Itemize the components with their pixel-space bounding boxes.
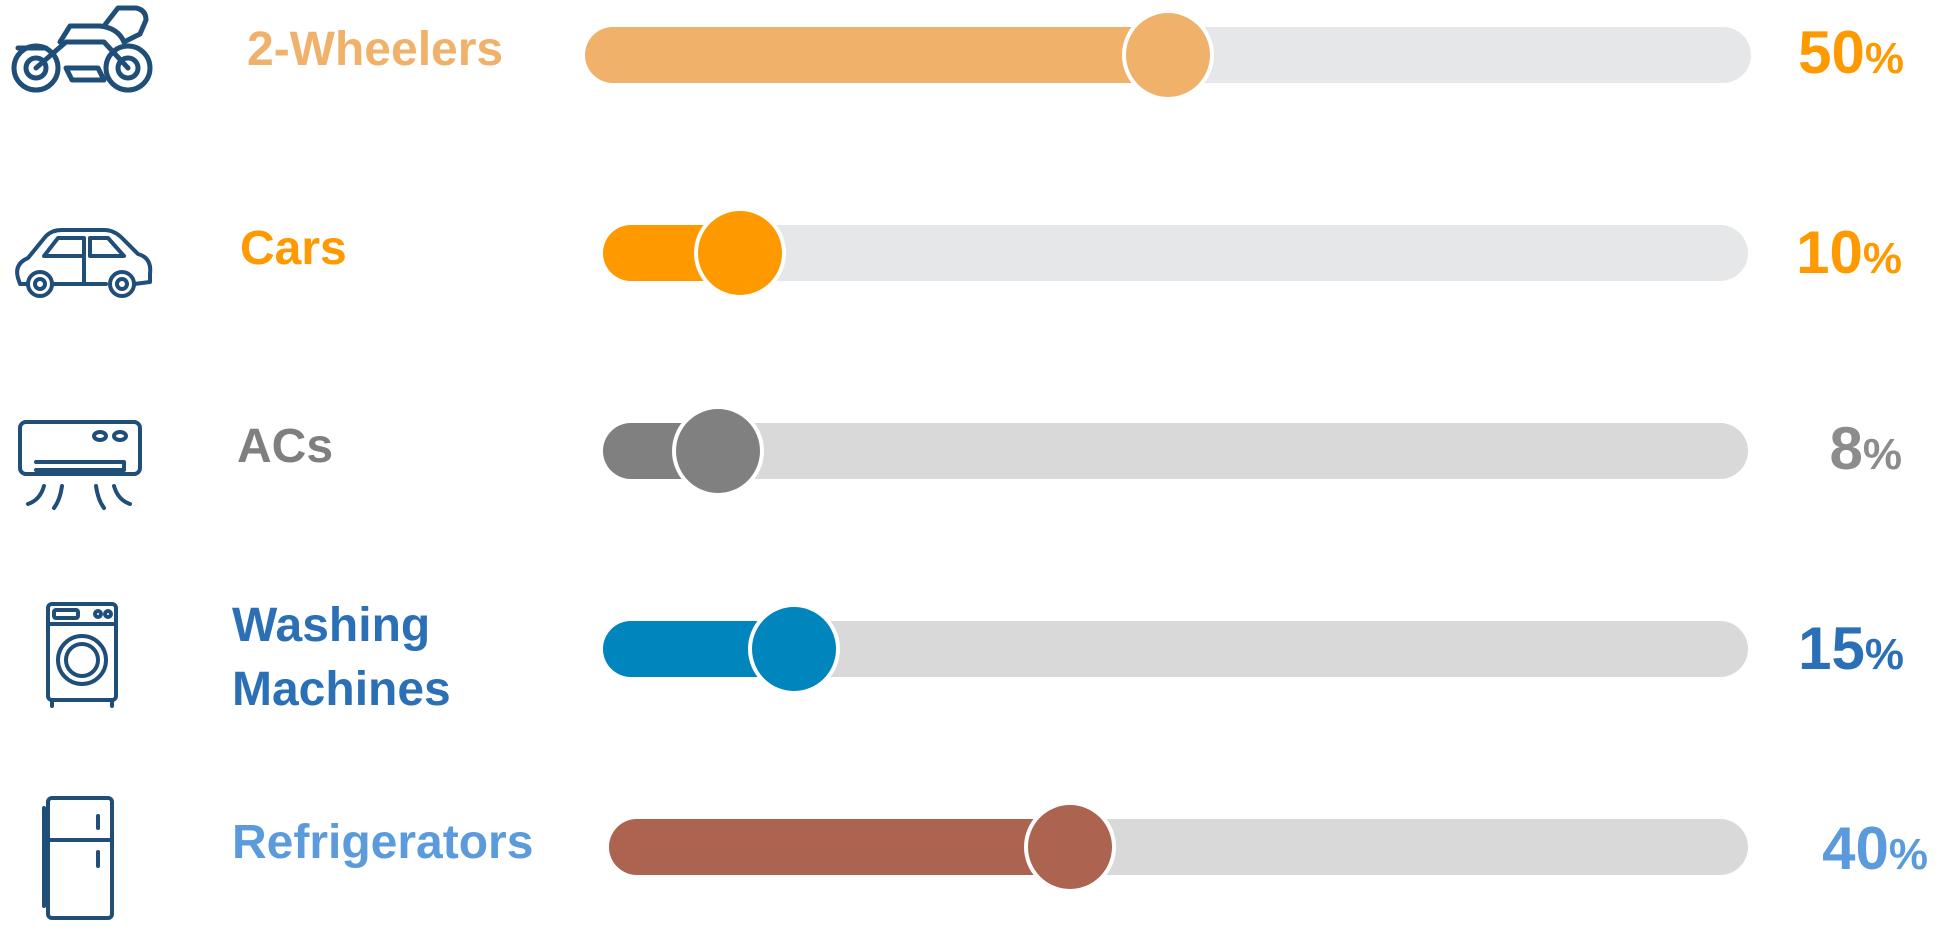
category-label: Washing Machines: [232, 594, 451, 722]
percent-number: 8: [1829, 415, 1863, 482]
bar-knob: [1122, 9, 1214, 101]
percent-value: 40%: [1822, 814, 1928, 890]
washing-machine-icon: [0, 588, 170, 728]
percent-value: 50%: [1798, 18, 1904, 94]
percent-number: 15: [1798, 615, 1865, 682]
percent-number: 10: [1796, 219, 1863, 286]
refrigerator-icon: [0, 788, 170, 928]
percent-value: 15%: [1798, 614, 1904, 690]
car-icon: [0, 194, 170, 334]
category-label: Cars: [240, 222, 347, 275]
percent-value: 10%: [1796, 218, 1902, 294]
bar-knob: [1024, 801, 1117, 893]
percent-sign: %: [1862, 234, 1902, 283]
category-label: Refrigerators: [232, 816, 534, 869]
air-conditioner-icon: [0, 396, 170, 536]
category-label: 2-Wheelers: [247, 23, 504, 76]
bar-track: [609, 819, 1748, 875]
percent-sign: %: [1864, 34, 1904, 83]
category-label-line-1: Washing: [232, 599, 431, 652]
bar-knob: [748, 603, 841, 695]
percent-sign: %: [1888, 830, 1928, 879]
percent-number: 40: [1822, 815, 1889, 882]
bar-knob: [693, 207, 786, 299]
row-acs: ACs 8%: [0, 396, 1944, 536]
motorcycle-icon: [0, 0, 170, 126]
row-washing-machines: Washing Machines 15%: [0, 594, 1944, 734]
row-cars: Cars 10%: [0, 198, 1944, 338]
row-two-wheelers: 2-Wheelers 50%: [0, 0, 1944, 140]
bar-fill: [609, 819, 1071, 875]
bar-track: [603, 423, 1748, 479]
percent-number: 50: [1798, 19, 1865, 86]
category-label-line-2: Machines: [232, 663, 451, 716]
percent-value: 8%: [1830, 414, 1903, 490]
percent-sign: %: [1862, 430, 1902, 479]
bar-knob: [672, 405, 765, 497]
row-refrigerators: Refrigerators 40%: [0, 792, 1944, 932]
category-label: ACs: [237, 420, 334, 473]
bar-fill: [585, 27, 1168, 83]
percent-sign: %: [1864, 630, 1904, 679]
